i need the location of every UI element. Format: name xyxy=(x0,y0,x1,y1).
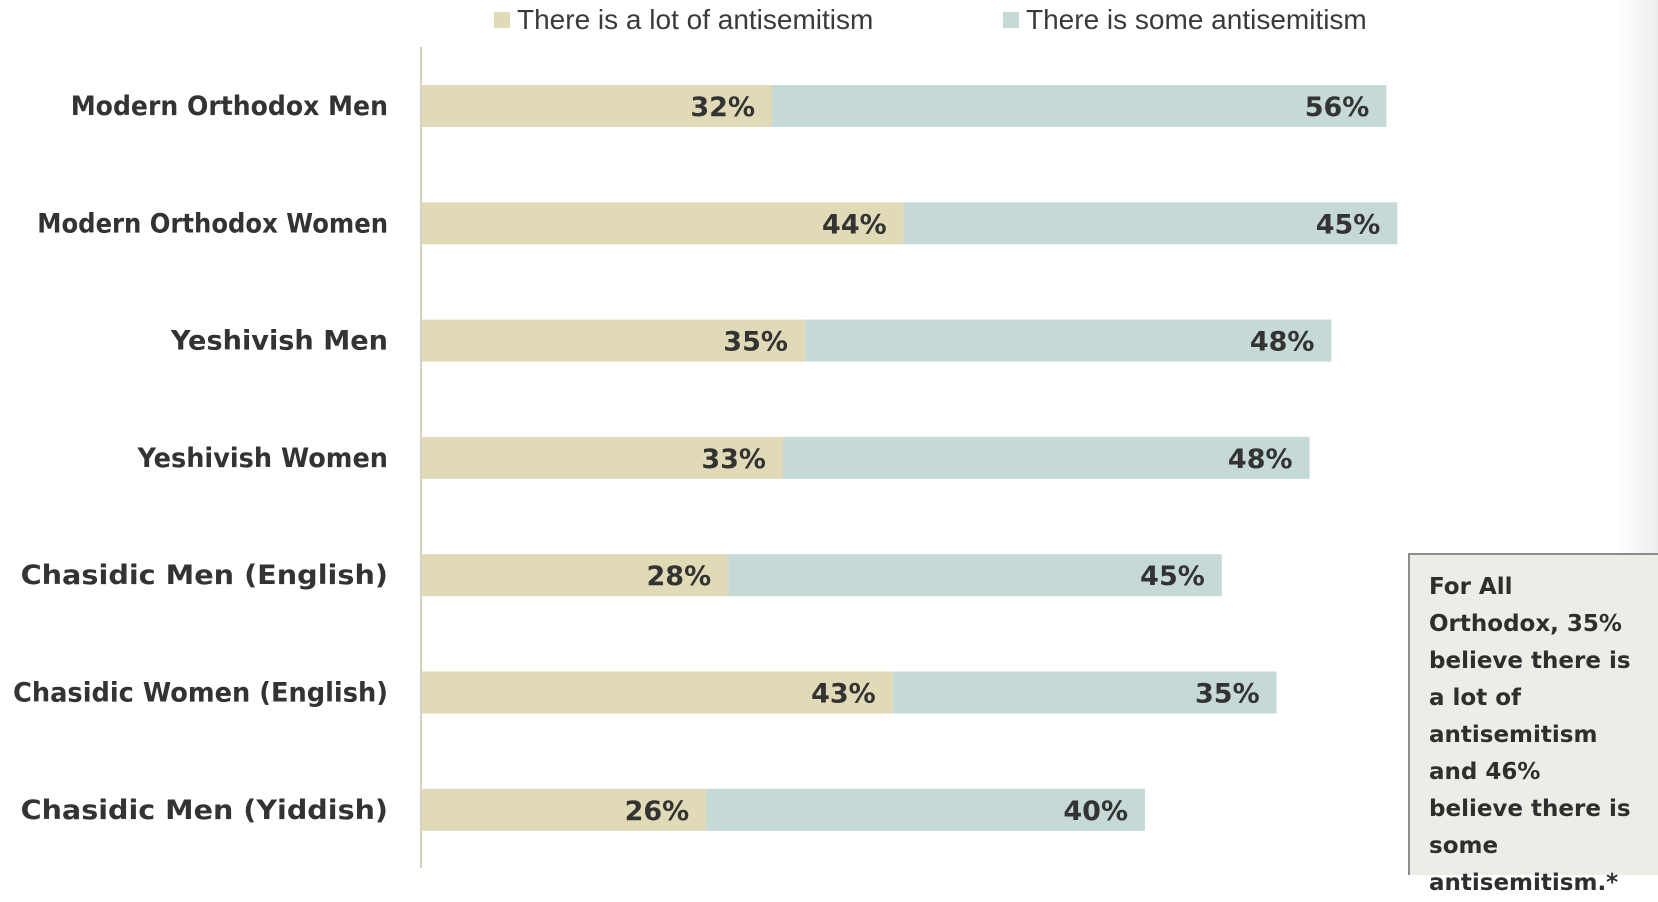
legend-label-some: There is some antisemitism xyxy=(1026,4,1367,35)
category-label: Yeshivish Men xyxy=(170,326,388,357)
category-label: Yeshivish Women xyxy=(137,443,388,474)
bar-segment-some xyxy=(772,85,1387,127)
data-label-some: 45% xyxy=(1140,561,1205,592)
data-label-lot: 33% xyxy=(701,444,766,475)
bar-segment-lot xyxy=(421,436,784,479)
legend-label-lot: There is a lot of antisemitism xyxy=(517,4,874,35)
bar-segment-some xyxy=(804,319,1332,362)
category-label: Modern Orthodox Men xyxy=(71,91,388,122)
chart-legend: There is a lot of antisemitism There is … xyxy=(0,4,1658,42)
summary-callout-text: For All Orthodox, 35% believe there is a… xyxy=(1429,574,1631,896)
data-label-some: 35% xyxy=(1195,679,1260,710)
bar-segment-lot xyxy=(421,202,904,245)
bar-segment-some xyxy=(728,554,1222,597)
legend-swatch-lot xyxy=(494,12,510,28)
data-label-lot: 32% xyxy=(690,92,755,123)
bar-segment-lot xyxy=(421,319,805,362)
bar-segment-some xyxy=(892,671,1277,714)
data-label-lot: 43% xyxy=(811,679,876,710)
category-label: Chasidic Men (Yiddish) xyxy=(21,795,388,826)
legend-item-some: There is some antisemitism xyxy=(1003,4,1367,36)
bar-segment-lot xyxy=(421,671,893,714)
bar-segment-lot xyxy=(421,788,707,831)
data-label-some: 48% xyxy=(1228,444,1293,475)
bar-segment-some xyxy=(783,436,1310,479)
data-label-lot: 28% xyxy=(647,561,712,592)
category-label: Chasidic Men (English) xyxy=(21,560,388,591)
data-label-some: 40% xyxy=(1063,796,1128,827)
legend-item-lot: There is a lot of antisemitism xyxy=(494,4,873,36)
bar-segment-lot xyxy=(421,554,729,597)
data-label-lot: 35% xyxy=(723,327,788,358)
data-label-lot: 26% xyxy=(625,796,690,827)
bar-segment-some xyxy=(706,788,1146,831)
data-label-lot: 44% xyxy=(822,209,887,240)
summary-callout-box: For All Orthodox, 35% believe there is a… xyxy=(1408,553,1658,896)
data-label-some: 45% xyxy=(1316,209,1381,240)
category-label: Chasidic Women (English) xyxy=(13,678,388,709)
data-label-some: 48% xyxy=(1250,327,1315,358)
bar-segment-some xyxy=(903,202,1398,245)
stacked-bar-chart: 32% 56% Modern Orthodox Men 44% 45% Modern Or… xyxy=(13,47,1398,868)
legend-swatch-some xyxy=(1003,12,1019,28)
bar-segment-lot xyxy=(421,85,773,127)
category-label: Modern Orthodox Women xyxy=(37,208,388,239)
data-label-some: 56% xyxy=(1305,92,1370,123)
